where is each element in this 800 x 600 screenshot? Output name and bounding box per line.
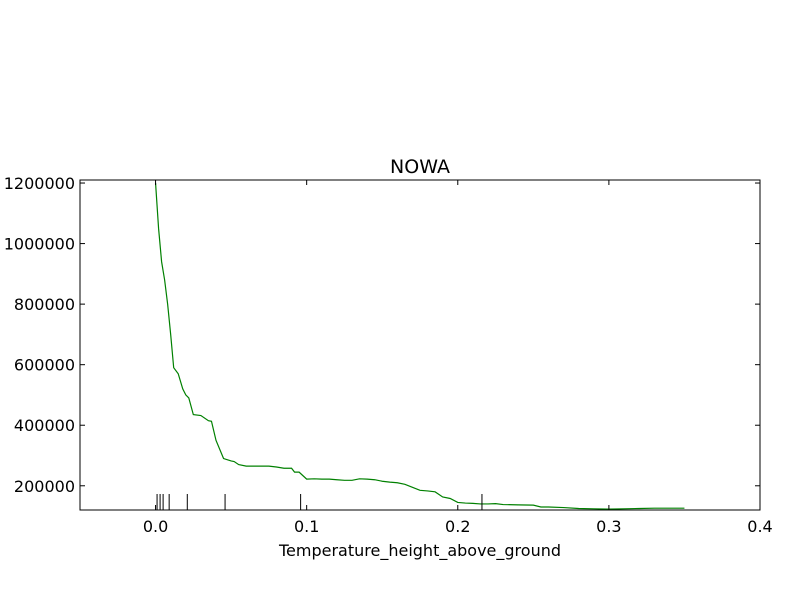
x-tick-label-4: 0.4 (747, 517, 772, 536)
y-tick-label-4: 1000000 (4, 235, 75, 254)
y-tick-label-3: 800000 (14, 295, 75, 314)
x-tick-label-2: 0.2 (445, 517, 470, 536)
y-tick-label-2: 600000 (14, 356, 75, 375)
plot-area: 0.0 0.1 0.2 0.3 0.4 200000 400000 600000 800000 1… (4, 174, 773, 536)
x-tick-label-3: 0.3 (596, 517, 621, 536)
x-axis-label: Temperature_height_above_ground (278, 541, 561, 561)
y-tick-label-0: 200000 (14, 477, 75, 496)
x-tick-label-1: 0.1 (294, 517, 319, 536)
series-line-nowa (154, 182, 685, 510)
chart-title: NOWA (390, 156, 450, 178)
plot-frame (79, 179, 761, 511)
x-tick-label-0: 0.0 (143, 517, 168, 536)
y-tick-label-1: 400000 (14, 416, 75, 435)
y-tick-label-5: 1200000 (4, 174, 75, 193)
